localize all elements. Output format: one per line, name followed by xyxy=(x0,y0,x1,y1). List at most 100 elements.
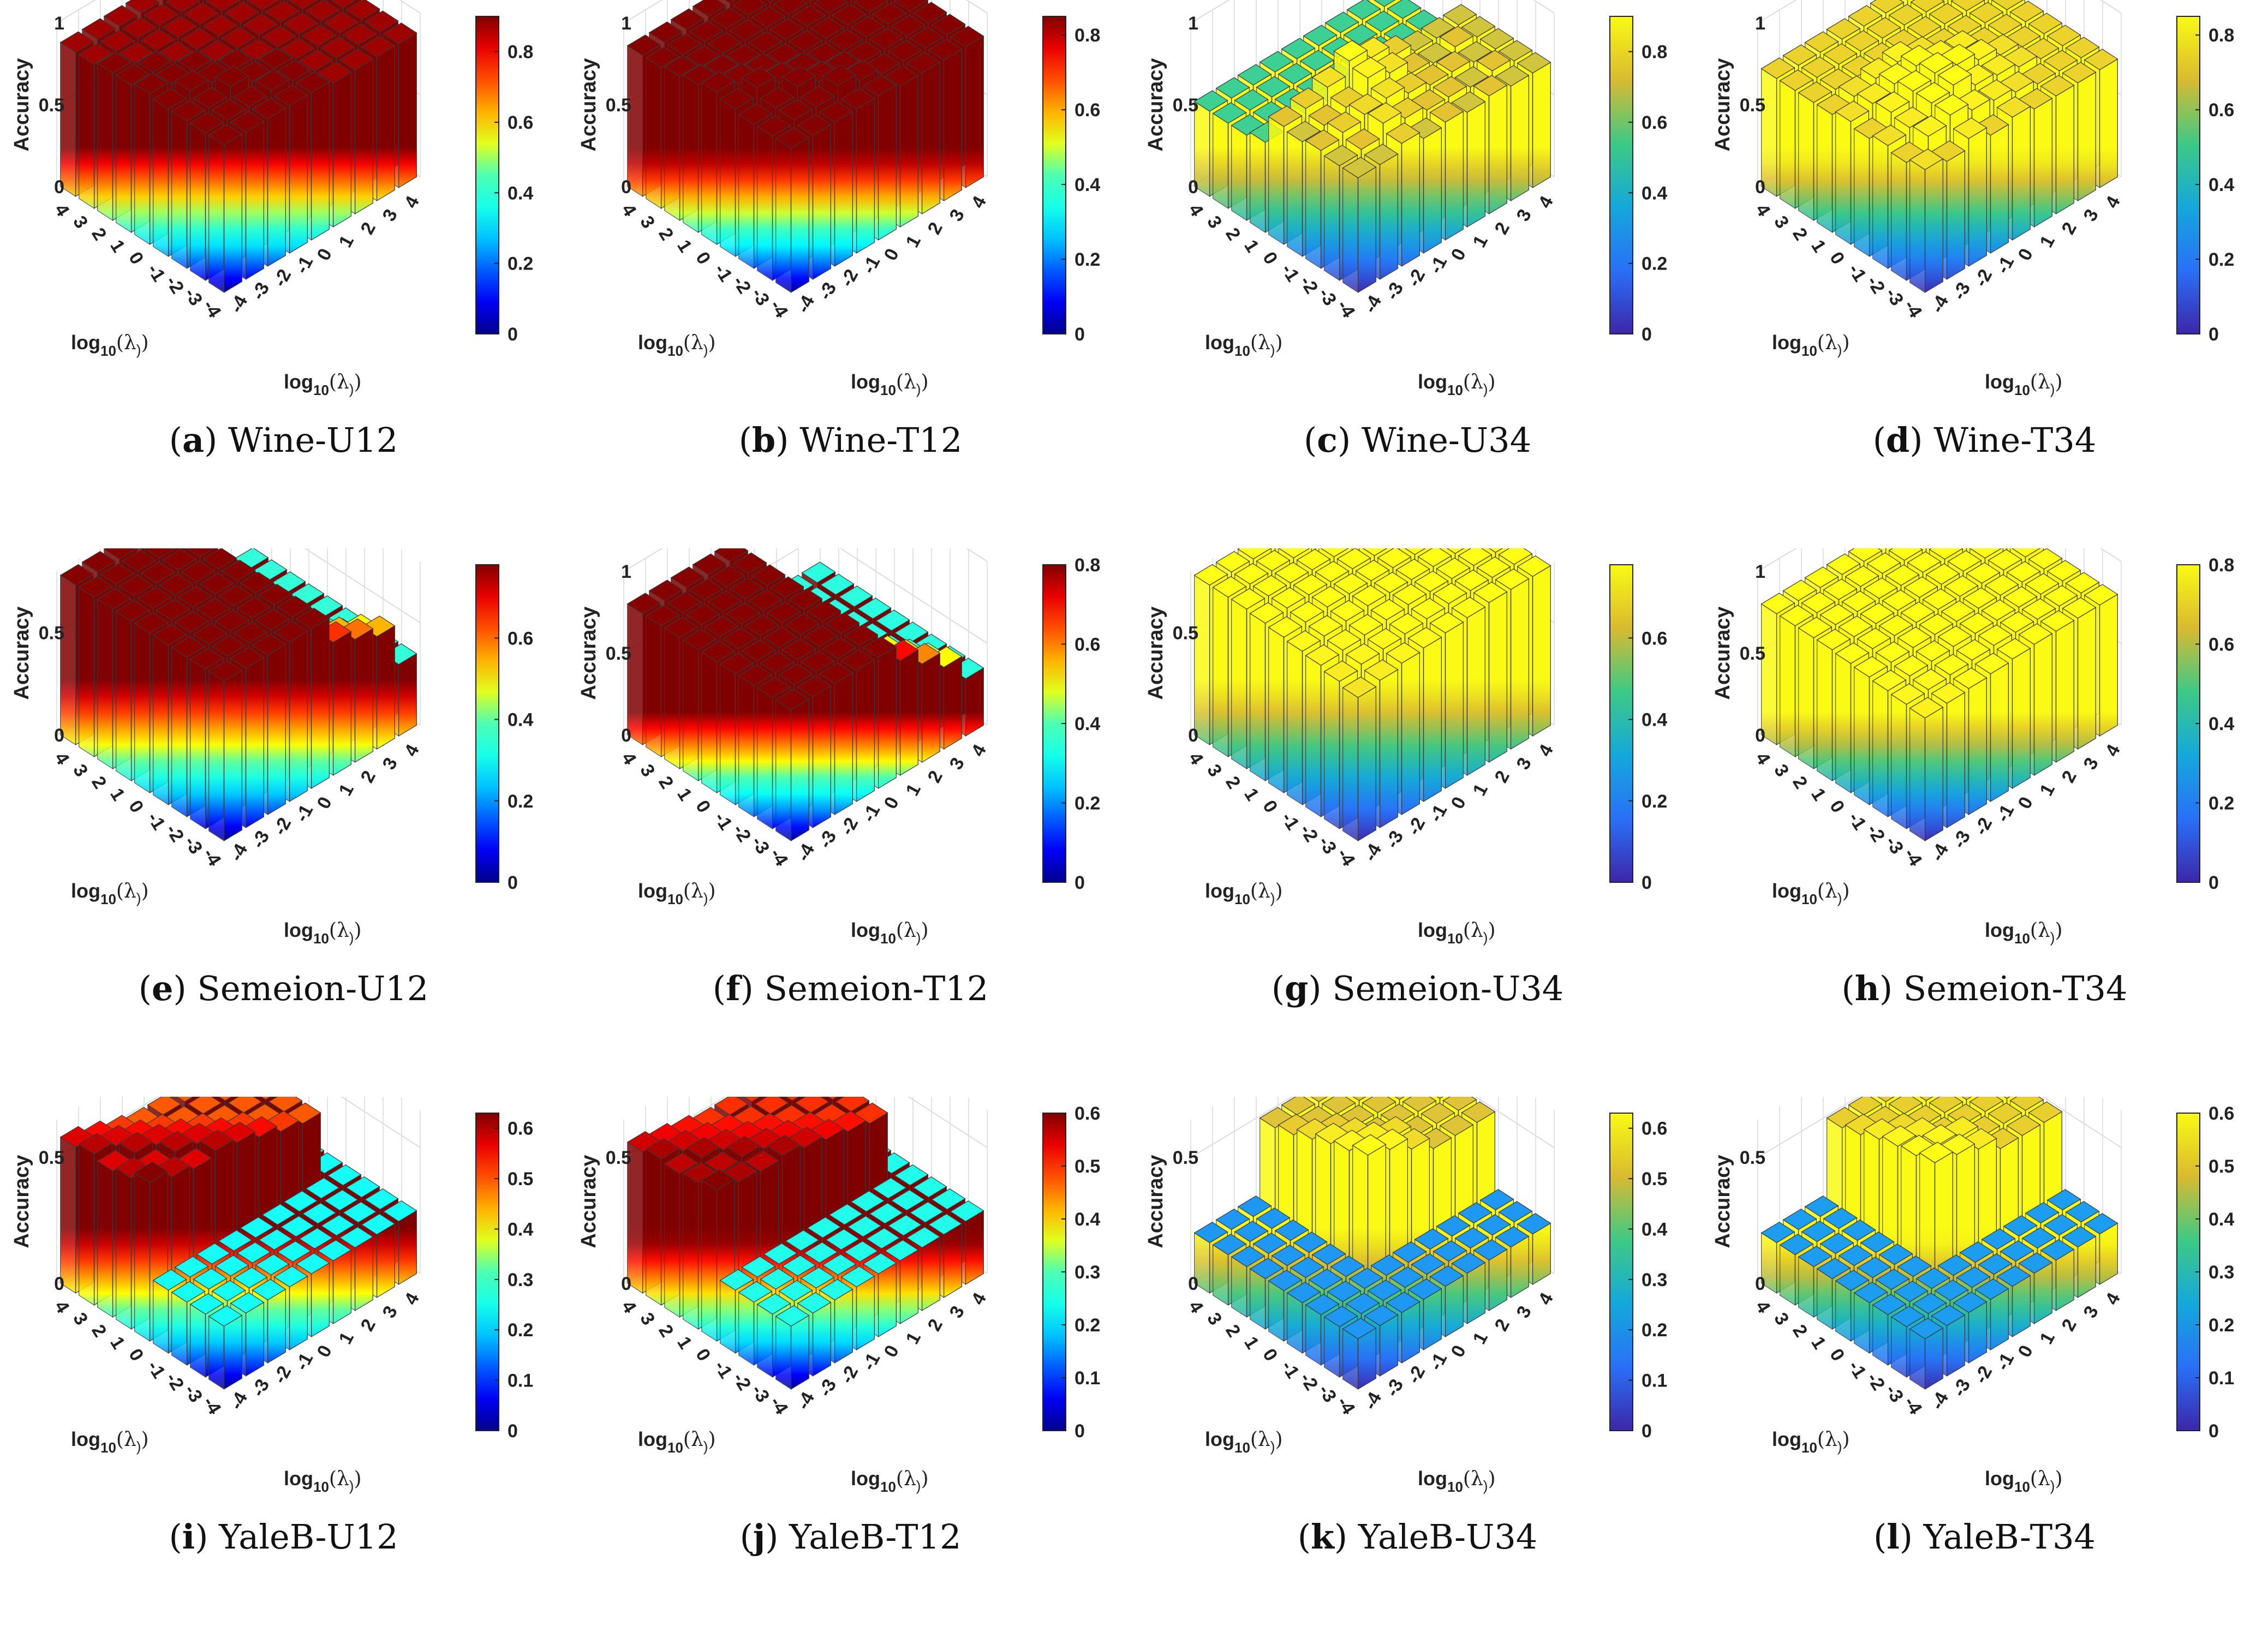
y-tick-label: 1 xyxy=(1240,785,1263,804)
caption-l: (l) YaleB-T34 xyxy=(1873,1517,2096,1557)
x-tick-label: 4 xyxy=(2102,1289,2124,1308)
colorbar-tick-label: 0.3 xyxy=(1642,1270,1667,1290)
z-axis-label: Accuracy xyxy=(1711,1155,1734,1248)
x-tick-label: -1 xyxy=(1992,253,2019,277)
panel-e: 0 0.5 Accuracy -4 -3 -2 -1 0 1 2 3 4 -4 -3 -2 -1 0 1 2 3 4 lo… xyxy=(0,548,567,1078)
colorbar-tick-label: 0.6 xyxy=(508,628,533,649)
x-tick-label: 3 xyxy=(2080,754,2103,773)
y-tick-label: 2 xyxy=(1788,224,1811,244)
z-tick-label: 0.5 xyxy=(606,1147,631,1168)
caption-f: (f) Semeion-T12 xyxy=(712,969,989,1008)
y-tick-label: 4 xyxy=(50,749,73,768)
x-tick-label: 3 xyxy=(946,1302,969,1322)
chart-g: 00.5Accuracy-4-3-2-101234-4-3-2-101234lo… xyxy=(1144,548,1667,947)
y-tick-label: 3 xyxy=(636,212,659,232)
caption-text: Semeion-T34 xyxy=(1903,969,2128,1008)
z-axis-label: Accuracy xyxy=(577,1155,600,1248)
caption-letter: c xyxy=(1317,420,1338,460)
chart-i: 00.5Accuracy-4-3-2-101234-4-3-2-101234lo… xyxy=(10,1097,533,1495)
colorbar-tick-label: 0.1 xyxy=(1075,1368,1100,1389)
colorbar-tick-label: 0.6 xyxy=(2209,635,2234,655)
caption-text: Semeion-T12 xyxy=(764,969,989,1008)
x-tick-label: -1 xyxy=(1992,1349,2019,1374)
caption-text: YaleB-T34 xyxy=(1923,1517,2096,1557)
caption-g: (g) Semeion-U34 xyxy=(1271,969,1564,1008)
colorbar-tick-label: 0.6 xyxy=(1075,635,1100,655)
z-tick-label: 0 xyxy=(621,177,631,198)
panel-c: 0 0.5 1 Accuracy -4 -3 -2 -1 0 1 2 3 4 -4 -3 -2 -1 0 1 2 3 4 l… xyxy=(1134,0,1701,529)
colorbar-tick-label: 0.4 xyxy=(1642,710,1667,731)
z-axis-label: Accuracy xyxy=(577,606,600,700)
colorbar-tick-label: 0.4 xyxy=(2209,714,2234,734)
z-tick-label: 1 xyxy=(1755,13,1765,34)
x-tick-label: 4 xyxy=(2102,193,2124,212)
colorbar-tick-label: 0.2 xyxy=(1642,1320,1667,1341)
colorbar-tick-label: 0.5 xyxy=(2209,1156,2234,1177)
x-tick-label: 1 xyxy=(335,780,358,799)
x-tick-label: -2 xyxy=(270,266,296,290)
y-tick-label: 3 xyxy=(1203,1309,1226,1329)
colorbar-tick-label: 0.6 xyxy=(1642,1119,1667,1139)
caption-d: (d) Wine-T34 xyxy=(1872,420,2097,460)
x-tick-label: 0 xyxy=(313,793,336,812)
x-tick-label: 1 xyxy=(902,780,925,799)
z-tick-label: 0.5 xyxy=(39,1147,64,1168)
colorbar: 0 0.2 0.4 0.6 0.8 xyxy=(1609,16,1667,345)
y-tick-label: 0 xyxy=(691,248,714,268)
colorbar-tick-label: 0.6 xyxy=(1642,628,1667,649)
colorbar: 0 0.2 0.4 0.6 xyxy=(1609,564,1667,893)
x-tick-label: 0 xyxy=(880,245,903,264)
y-tick-label: 0 xyxy=(691,1345,714,1365)
y-axis-label: log10(λ)) xyxy=(638,331,716,359)
y-tick-label: 3 xyxy=(1203,212,1226,232)
caption-letter: j xyxy=(753,1517,766,1557)
x-tick-label: -2 xyxy=(837,266,863,290)
x-tick-label: -2 xyxy=(837,814,863,839)
x-tick-label: -3 xyxy=(1949,827,1975,852)
x-tick-label: 1 xyxy=(902,232,925,251)
x-tick-label: 1 xyxy=(2036,780,2059,799)
z-tick-label: 0 xyxy=(1755,1274,1765,1294)
y-tick-label: 4 xyxy=(1184,749,1207,768)
x-tick-label: -3 xyxy=(248,1376,274,1400)
y-tick-label: 1 xyxy=(673,236,696,256)
colorbar-tick-label: 0.2 xyxy=(1642,254,1667,274)
caption-letter: f xyxy=(725,969,741,1008)
colorbar: 0 0.2 0.4 0.6 0.8 xyxy=(2176,16,2234,345)
y-tick-label: 0 xyxy=(1825,1345,1848,1365)
y-axis-label: log10(λ)) xyxy=(71,331,149,359)
y-tick-label: 4 xyxy=(617,200,640,220)
caption-text: YaleB-T12 xyxy=(789,1517,962,1557)
chart-l: 00.5Accuracy-4-3-2-101234-4-3-2-101234lo… xyxy=(1711,1097,2234,1495)
x-tick-label: -4 xyxy=(1360,1389,1386,1413)
z-axis: 0 0.5 Accuracy xyxy=(1711,1147,1765,1294)
x-tick-label: 2 xyxy=(357,219,380,238)
x-tick-label: 2 xyxy=(357,1316,380,1335)
caption-text: YaleB-U12 xyxy=(219,1517,398,1557)
caption-h: (h) Semeion-T34 xyxy=(1841,969,2128,1008)
x-tick-label: 0 xyxy=(2014,245,2037,264)
y-axis-label: log10(λ)) xyxy=(638,880,716,907)
caption-text: Wine-T12 xyxy=(799,420,963,460)
y-tick-label: 0 xyxy=(124,248,147,268)
z-tick-label: 0.5 xyxy=(1173,95,1198,116)
z-tick-label: 0 xyxy=(621,725,631,746)
x-tick-label: 4 xyxy=(968,193,990,212)
x-tick-label: -2 xyxy=(1404,814,1430,839)
z-tick-label: 1 xyxy=(54,13,64,34)
x-tick-label: 3 xyxy=(379,206,402,225)
x-tick-label: -2 xyxy=(837,1362,863,1387)
x-tick-label: -4 xyxy=(1927,292,1953,316)
y-tick-label: 1 xyxy=(106,1333,129,1353)
z-axis-label: Accuracy xyxy=(10,1155,33,1248)
y-tick-label: 1 xyxy=(106,785,129,804)
x-axis-label: log10(λ)) xyxy=(284,370,362,398)
z-axis-label: Accuracy xyxy=(1711,606,1734,700)
bar xyxy=(1909,148,1944,293)
colorbar: 0 0.1 0.2 0.3 0.4 0.5 0.6 xyxy=(1042,1103,1100,1442)
z-axis-label: Accuracy xyxy=(1144,1155,1167,1248)
x-tick-label: 3 xyxy=(946,206,969,225)
z-axis: 0 0.5 1 Accuracy xyxy=(1711,561,1765,746)
y-tick-label: 3 xyxy=(636,761,659,780)
colorbar-tick-label: 0 xyxy=(2209,1421,2219,1442)
